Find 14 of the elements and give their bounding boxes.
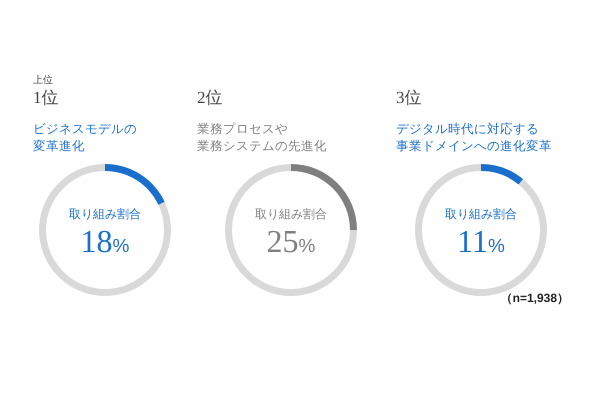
slice-label: 取り組み割合	[255, 207, 327, 221]
chart-subtitle: 業務プロセスや業務システムの先進化	[197, 122, 327, 153]
text: （n=1,938）	[500, 291, 569, 305]
text: 上位	[33, 74, 53, 86]
data-label: 18%	[80, 223, 130, 259]
data-label: 25%	[266, 223, 316, 259]
chart-title: 3位	[396, 88, 422, 107]
slice-label: 取り組み割合	[445, 207, 517, 221]
data-label: 11%	[457, 223, 505, 259]
slice-label: 取り組み割合	[69, 207, 141, 221]
chart-title: 1位	[33, 88, 58, 107]
chart-title: 2位	[197, 88, 222, 107]
chart-subtitle: デジタル時代に対応する事業ドメインへの進化変革	[396, 121, 552, 153]
chart-subtitle: ビジネスモデルの変革進化	[33, 122, 137, 153]
